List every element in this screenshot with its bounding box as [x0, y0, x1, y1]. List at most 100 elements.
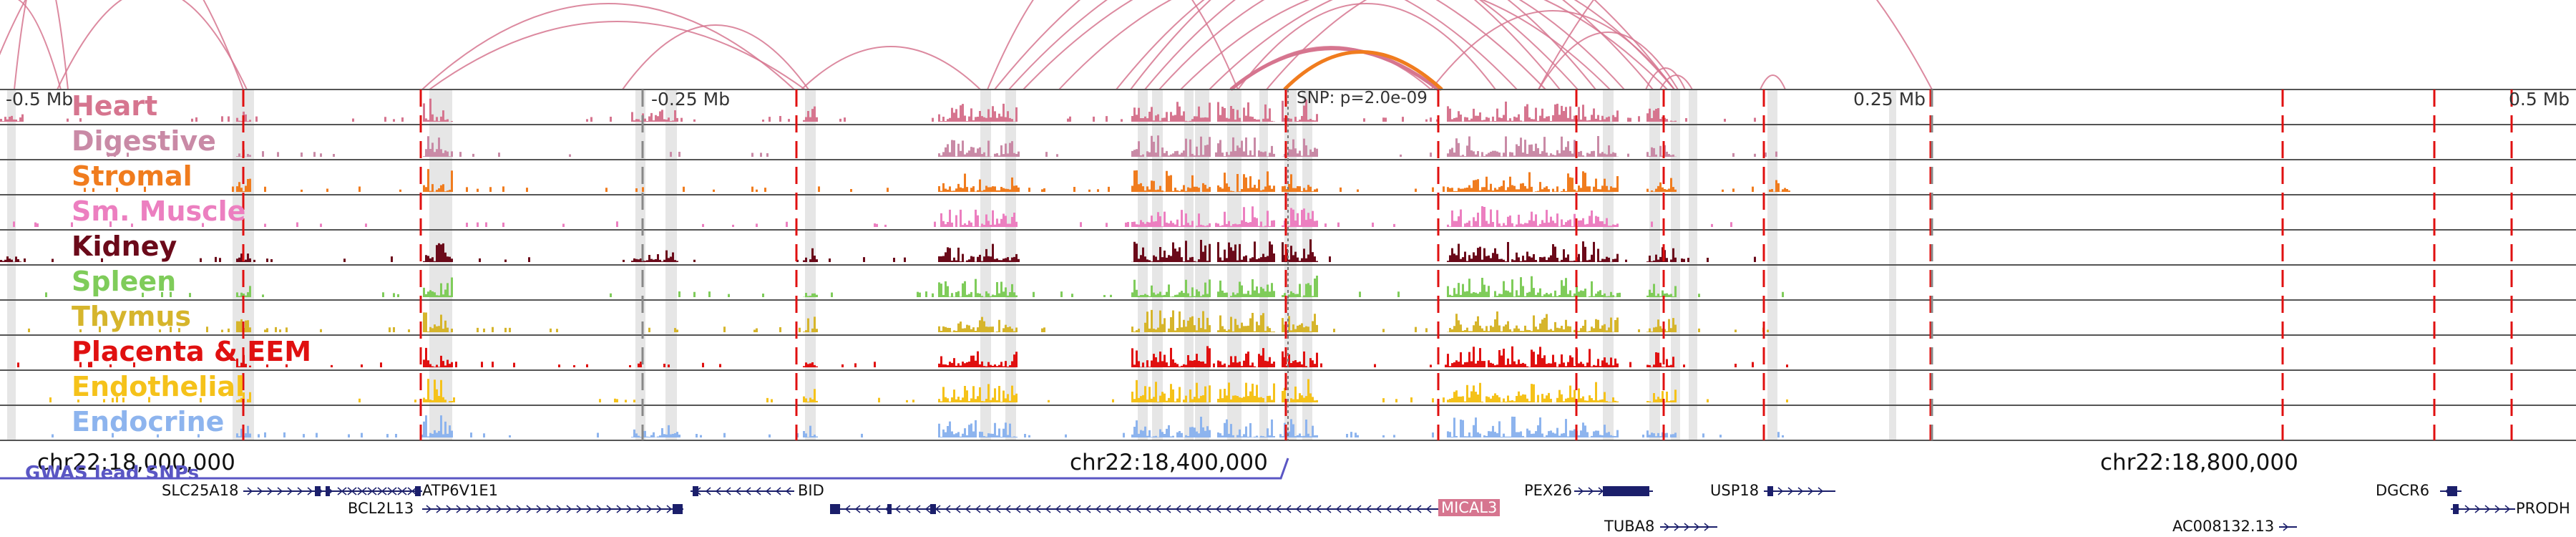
exon	[887, 504, 892, 514]
track-label[interactable]: Heart	[72, 90, 158, 122]
interaction-arc	[1058, 0, 1518, 90]
track-label[interactable]: Endothelial	[72, 371, 245, 402]
strand-arrow	[1195, 505, 1201, 513]
gene-label[interactable]: ATP6V1E1	[422, 482, 498, 499]
strand-arrow	[1275, 505, 1282, 513]
strand-arrow	[351, 487, 357, 495]
strand-arrow	[975, 505, 981, 513]
strand-arrow	[1807, 487, 1814, 495]
exon	[2453, 504, 2459, 514]
gene-label[interactable]: DGCR6	[2376, 482, 2430, 499]
interaction-arc	[0, 0, 62, 90]
strand-arrow	[1405, 505, 1412, 513]
strand-arrow	[735, 487, 741, 495]
interaction-arc	[987, 0, 1239, 90]
interaction-arc	[1180, 0, 1611, 90]
interaction-arc	[994, 0, 1561, 90]
ruler-label: -0.5 Mb	[6, 89, 74, 110]
track-label[interactable]: Digestive	[72, 125, 216, 157]
strand-arrow	[1315, 505, 1322, 513]
gene-label[interactable]: PEX26	[1524, 482, 1573, 499]
strand-arrow	[1185, 505, 1191, 513]
track-label[interactable]: Sm. Muscle	[72, 195, 246, 227]
region-markers	[242, 90, 2513, 440]
track-label[interactable]: Spleen	[72, 266, 177, 297]
strand-arrow	[844, 505, 851, 513]
signal-endothelial	[0, 379, 1834, 402]
strand-arrow	[1335, 505, 1342, 513]
interaction-arc	[1659, 74, 1693, 90]
strand-arrow	[566, 505, 572, 513]
interaction-arc	[1430, 10, 1675, 90]
strand-arrow	[1285, 505, 1292, 513]
track-label[interactable]: Endocrine	[72, 406, 225, 437]
track-label[interactable]: Stromal	[72, 160, 192, 192]
strand-arrow	[526, 505, 532, 513]
gene-label[interactable]: BCL2L13	[348, 500, 414, 517]
strand-arrow	[506, 505, 512, 513]
exon	[315, 486, 321, 496]
interaction-arc	[1158, 0, 1625, 90]
strand-arrow	[1005, 505, 1011, 513]
strand-arrow	[1115, 505, 1121, 513]
coordinate-label: chr22:18,400,000	[1070, 450, 1268, 475]
strand-arrow	[1135, 505, 1141, 513]
gene-label[interactable]: TUBA8	[1604, 518, 1655, 535]
exon	[930, 504, 936, 514]
exon	[1767, 486, 1773, 496]
gene-label[interactable]: SLC25A18	[162, 482, 239, 499]
interaction-arc	[622, 24, 809, 90]
interaction-arc	[1116, 0, 1596, 90]
strand-arrow	[1205, 505, 1211, 513]
strand-arrow	[894, 505, 901, 513]
strand-arrow	[1797, 487, 1804, 495]
strand-arrow	[874, 505, 881, 513]
strand-arrow	[1375, 505, 1382, 513]
strand-arrow	[556, 505, 562, 513]
strand-arrow	[1055, 505, 1061, 513]
exon	[2447, 486, 2457, 496]
interaction-arc-highlight	[1229, 47, 1440, 91]
strand-arrow	[466, 505, 472, 513]
track-label[interactable]: Kidney	[72, 231, 177, 262]
strand-arrow	[995, 505, 1001, 513]
strand-arrow	[426, 505, 432, 513]
gene-label[interactable]: BID	[798, 482, 824, 499]
exon	[830, 504, 840, 514]
signal-placenta-eem	[0, 346, 1834, 367]
strand-arrow	[307, 487, 313, 495]
strand-arrow	[1385, 505, 1392, 513]
strand-arrow	[1025, 505, 1031, 513]
strand-arrow	[1684, 523, 1690, 531]
strand-arrow	[1818, 487, 1824, 495]
strand-arrow	[476, 505, 482, 513]
strand-arrow	[914, 505, 921, 513]
strand-arrow	[1015, 505, 1021, 513]
strand-arrow	[486, 505, 492, 513]
strand-arrow	[1075, 505, 1081, 513]
exon	[693, 486, 698, 496]
interaction-arc	[1645, 67, 1686, 90]
track-label[interactable]: Thymus	[72, 301, 192, 332]
gene-label[interactable]: AC008132.13	[2172, 518, 2275, 535]
strand-arrow	[401, 487, 407, 495]
strand-arrow	[516, 505, 522, 513]
strand-arrow	[646, 505, 653, 513]
exon	[673, 504, 683, 514]
gene-label[interactable]: PRODH	[2516, 500, 2570, 517]
strand-arrow	[616, 505, 623, 513]
track-label[interactable]: Placenta & EEM	[72, 336, 312, 367]
interaction-arc	[1023, 0, 1546, 90]
strand-arrow	[1235, 505, 1241, 513]
gene-label[interactable]: USP18	[1710, 482, 1760, 499]
strand-arrow	[267, 487, 273, 495]
interaction-arc	[429, 21, 806, 90]
interaction-arc	[14, 0, 69, 90]
strand-arrow	[1295, 505, 1302, 513]
strand-arrow	[446, 505, 452, 513]
strand-arrow	[456, 505, 462, 513]
strand-arrow	[1215, 505, 1221, 513]
strand-arrow	[775, 487, 781, 495]
gene-label-highlighted[interactable]: MICAL3	[1438, 499, 1501, 516]
